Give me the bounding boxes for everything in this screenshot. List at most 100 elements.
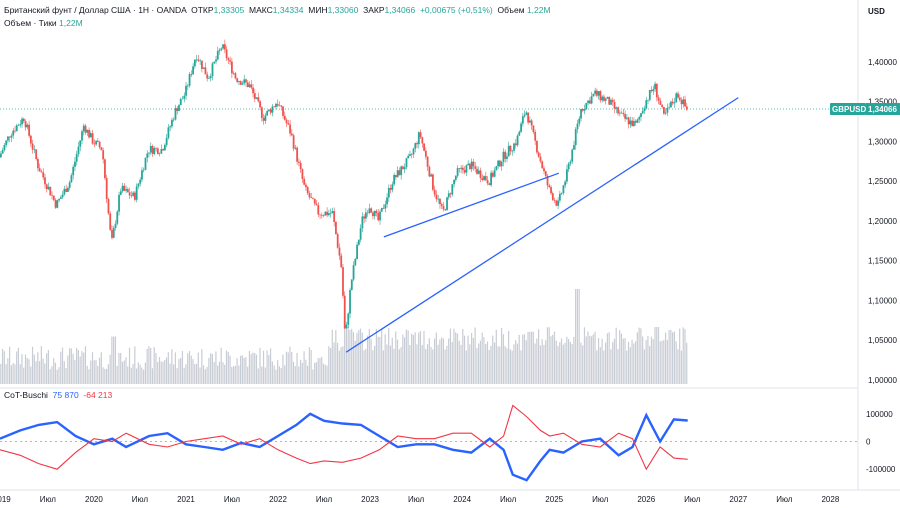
- volume-bar: [238, 365, 240, 384]
- candle-body: [245, 79, 247, 83]
- volume-bar: [37, 352, 39, 384]
- currency-label: USD: [868, 7, 885, 16]
- candle-body: [296, 147, 299, 162]
- candle-body: [308, 193, 311, 198]
- volume-bar: [338, 350, 340, 384]
- candle-body: [74, 161, 76, 167]
- volume-bar: [97, 365, 99, 384]
- candle-body: [109, 213, 112, 230]
- volume-ticks-legend[interactable]: Объем · Тики 1,22M: [4, 18, 83, 28]
- candle-body: [86, 129, 89, 133]
- candle-body: [647, 99, 649, 101]
- candle-body: [636, 119, 639, 123]
- x-tick-label: 2022: [269, 495, 287, 504]
- candle-body: [1, 150, 4, 154]
- candle-body: [525, 112, 528, 115]
- candle-body: [603, 96, 605, 101]
- candle-body: [396, 170, 399, 178]
- candle-body: [239, 81, 242, 85]
- candle-body: [335, 221, 337, 235]
- candle-body: [232, 73, 235, 74]
- indicator-value-red: -64 213: [83, 390, 113, 400]
- candle-body: [671, 101, 674, 104]
- volume-bar: [252, 352, 254, 384]
- x-tick-label: 2025: [545, 495, 563, 504]
- candle-body: [230, 61, 233, 74]
- volume-bar: [419, 331, 422, 384]
- x-tick-label: Июл: [408, 495, 425, 504]
- candle-body: [0, 153, 2, 158]
- volume-bar: [7, 358, 9, 384]
- candle-body: [359, 228, 362, 240]
- candle-body: [599, 91, 602, 101]
- volume-bar: [60, 351, 62, 384]
- trendlines[interactable]: [345, 97, 739, 353]
- volume-bar: [548, 327, 550, 384]
- candle-body: [89, 133, 92, 138]
- volume-bar: [33, 354, 35, 384]
- candle-body: [347, 313, 350, 325]
- volume-bar: [35, 361, 37, 384]
- close-label: ЗАКР: [363, 5, 385, 15]
- candle-body: [338, 247, 341, 256]
- volume-bar: [423, 331, 425, 384]
- volume-bar: [377, 336, 379, 384]
- candle-body: [405, 158, 408, 168]
- volume-bar: [294, 366, 296, 384]
- indicator-lines: [0, 404, 688, 482]
- volume-bar: [418, 332, 420, 384]
- candle-body: [648, 90, 651, 100]
- volume-bar: [150, 348, 152, 384]
- indicator-legend[interactable]: CoT-Buschi 75 870 -64 213: [4, 390, 112, 400]
- x-tick-label: Июл: [500, 495, 517, 504]
- candle-body: [123, 185, 126, 191]
- candle-body: [7, 136, 9, 141]
- volume-bar: [444, 349, 446, 384]
- volume-bar: [597, 338, 600, 384]
- candle-body: [257, 97, 260, 102]
- volume-bar: [409, 344, 411, 384]
- candle-body: [380, 207, 383, 212]
- candle-body: [336, 234, 339, 248]
- candle-body: [234, 73, 237, 79]
- volume-bar: [158, 357, 161, 384]
- volume-bar: [374, 345, 376, 384]
- candle-body: [516, 135, 519, 146]
- candle-body: [111, 229, 113, 238]
- volume-bar: [513, 344, 515, 384]
- candle-body: [460, 167, 463, 169]
- volume-bar: [522, 334, 524, 384]
- volume-bar: [155, 352, 157, 384]
- candle-body: [534, 132, 537, 141]
- candle-body: [322, 215, 325, 217]
- candle-body: [107, 199, 110, 214]
- candle-body: [206, 74, 209, 79]
- candle-body: [190, 74, 193, 75]
- volume-bar: [285, 351, 288, 384]
- volume-bar: [620, 333, 623, 384]
- volume-bar: [481, 332, 483, 384]
- candle-body: [192, 66, 195, 75]
- candle-body: [125, 189, 127, 191]
- y-tick-label: 1,20000: [868, 217, 897, 226]
- candle-body: [283, 115, 286, 120]
- candle-body: [518, 131, 521, 136]
- candle-body: [366, 212, 369, 214]
- candle-body: [146, 153, 149, 158]
- volume-bar: [181, 351, 184, 384]
- candle-body: [490, 172, 492, 186]
- candle-body: [38, 168, 41, 172]
- volume-bar: [74, 359, 76, 384]
- price-tag-symbol: GBPUSD: [832, 105, 866, 114]
- grid: [0, 0, 900, 491]
- candle-body: [631, 120, 634, 127]
- candle-body: [474, 166, 477, 169]
- volume-bar: [326, 365, 328, 384]
- candle-body: [641, 111, 644, 114]
- symbol-line[interactable]: Британский фунт / Доллар США · 1Н · OAND…: [4, 5, 187, 15]
- volume-bar: [412, 335, 415, 384]
- candle-body: [379, 211, 381, 221]
- volume-bar: [308, 347, 310, 384]
- volume-bar: [573, 336, 575, 384]
